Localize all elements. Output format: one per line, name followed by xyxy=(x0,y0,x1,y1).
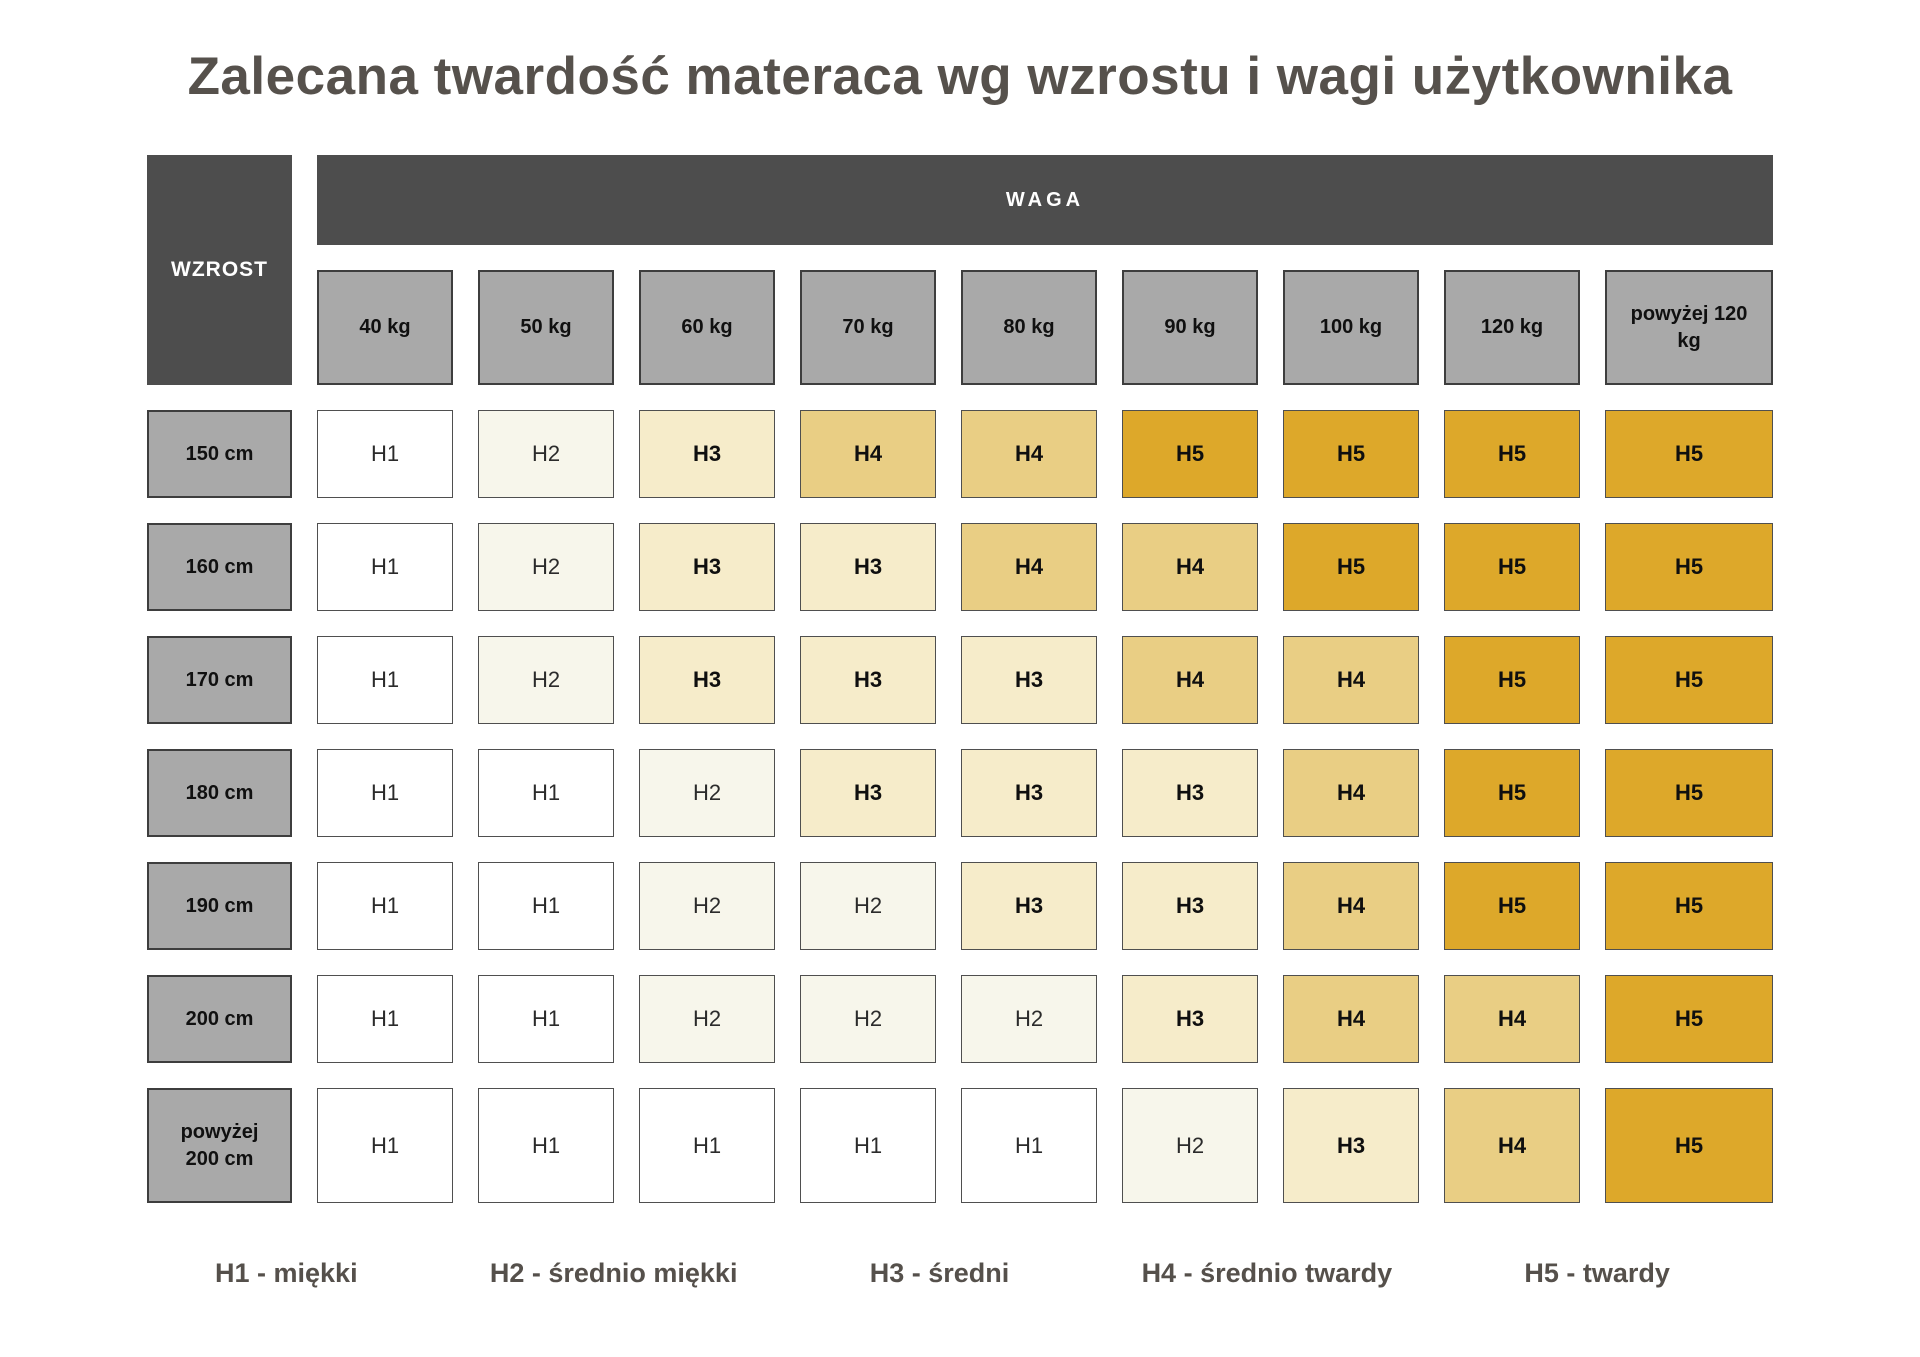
matrix-cell: H4 xyxy=(1444,1088,1580,1203)
matrix-cell: H4 xyxy=(1283,862,1419,950)
matrix-cell: H4 xyxy=(961,523,1097,611)
matrix-cell: H3 xyxy=(639,523,775,611)
legend-item-h2: H2 - średnio miękki xyxy=(489,1258,738,1288)
matrix-cell: H4 xyxy=(1283,636,1419,724)
matrix-cell: H2 xyxy=(639,862,775,950)
column-header-100kg: 100 kg xyxy=(1283,270,1419,385)
matrix-cell: H5 xyxy=(1605,749,1773,837)
height-axis-header: WZROST xyxy=(147,155,292,385)
matrix-cell: H4 xyxy=(1122,523,1258,611)
matrix-cell: H5 xyxy=(1283,523,1419,611)
matrix-cell: H2 xyxy=(478,523,614,611)
legend-item-h5: H5 - twardy xyxy=(1524,1258,1670,1288)
matrix-cell: H3 xyxy=(800,636,936,724)
column-header-120kg: 120 kg xyxy=(1444,270,1580,385)
matrix-cell: H4 xyxy=(1444,975,1580,1063)
matrix-cell: H3 xyxy=(961,636,1097,724)
matrix-cell: H3 xyxy=(1283,1088,1419,1203)
matrix-cell: H1 xyxy=(317,975,453,1063)
row-header-150cm: 150 cm xyxy=(147,410,292,498)
matrix-cell: H4 xyxy=(1283,749,1419,837)
matrix-cell: H5 xyxy=(1444,749,1580,837)
matrix-cell: H2 xyxy=(639,975,775,1063)
matrix-cell: H5 xyxy=(1605,1088,1773,1203)
matrix-cell: H2 xyxy=(1122,1088,1258,1203)
row-header-170cm: 170 cm xyxy=(147,636,292,724)
legend-item-h3: H3 - średni xyxy=(869,1258,1010,1288)
row-header-160cm: 160 cm xyxy=(147,523,292,611)
matrix-cell: H1 xyxy=(317,636,453,724)
matrix-cell: H1 xyxy=(317,1088,453,1203)
column-header-60kg: 60 kg xyxy=(639,270,775,385)
matrix-cell: H5 xyxy=(1444,862,1580,950)
firmness-matrix: WZROST WAGA 40 kg 50 kg 60 kg 70 kg 80 k… xyxy=(147,155,1773,1203)
matrix-cell: H3 xyxy=(1122,749,1258,837)
matrix-cell: H3 xyxy=(1122,862,1258,950)
row-header-200cm: 200 cm xyxy=(147,975,292,1063)
row-header-180cm: 180 cm xyxy=(147,749,292,837)
weight-axis-header: WAGA xyxy=(317,155,1773,245)
matrix-cell: H5 xyxy=(1605,862,1773,950)
column-header-80kg: 80 kg xyxy=(961,270,1097,385)
column-header-50kg: 50 kg xyxy=(478,270,614,385)
matrix-cell: H1 xyxy=(639,1088,775,1203)
row-header-over-200cm: powyżej 200 cm xyxy=(147,1088,292,1203)
matrix-cell: H5 xyxy=(1444,410,1580,498)
matrix-cell: H3 xyxy=(639,636,775,724)
matrix-cell: H5 xyxy=(1605,975,1773,1063)
legend-item-h1: H1 - miękki xyxy=(215,1258,358,1288)
matrix-cell: H2 xyxy=(961,975,1097,1063)
firmness-legend: H1 - miękki H2 - średnio miękki H3 - śre… xyxy=(215,1258,1670,1289)
matrix-cell: H3 xyxy=(639,410,775,498)
matrix-cell: H1 xyxy=(317,749,453,837)
matrix-cell: H1 xyxy=(317,862,453,950)
matrix-cell: H1 xyxy=(961,1088,1097,1203)
matrix-cell: H3 xyxy=(800,523,936,611)
matrix-cell: H2 xyxy=(800,862,936,950)
matrix-cell: H1 xyxy=(478,975,614,1063)
matrix-cell: H2 xyxy=(478,636,614,724)
row-header-190cm: 190 cm xyxy=(147,862,292,950)
matrix-cell: H5 xyxy=(1444,636,1580,724)
matrix-cell: H3 xyxy=(800,749,936,837)
page-title: Zalecana twardość materaca wg wzrostu i … xyxy=(187,47,1733,106)
matrix-cell: H1 xyxy=(478,749,614,837)
matrix-cell: H3 xyxy=(961,749,1097,837)
matrix-cell: H5 xyxy=(1444,523,1580,611)
matrix-cell: H4 xyxy=(1283,975,1419,1063)
column-header-over-120kg: powyżej 120 kg xyxy=(1605,270,1773,385)
matrix-cell: H4 xyxy=(1122,636,1258,724)
legend-item-h4: H4 - średnio twardy xyxy=(1141,1258,1393,1288)
matrix-cell: H5 xyxy=(1605,410,1773,498)
matrix-cell: H1 xyxy=(478,1088,614,1203)
matrix-cell: H1 xyxy=(478,862,614,950)
matrix-cell: H2 xyxy=(800,975,936,1063)
matrix-cell: H1 xyxy=(317,523,453,611)
matrix-cell: H3 xyxy=(1122,975,1258,1063)
column-header-90kg: 90 kg xyxy=(1122,270,1258,385)
matrix-cell: H1 xyxy=(800,1088,936,1203)
matrix-cell: H5 xyxy=(1605,636,1773,724)
matrix-cell: H1 xyxy=(317,410,453,498)
matrix-cell: H4 xyxy=(800,410,936,498)
matrix-cell: H5 xyxy=(1605,523,1773,611)
matrix-cell: H2 xyxy=(639,749,775,837)
matrix-cell: H2 xyxy=(478,410,614,498)
column-header-40kg: 40 kg xyxy=(317,270,453,385)
column-header-70kg: 70 kg xyxy=(800,270,936,385)
matrix-cell: H4 xyxy=(961,410,1097,498)
matrix-cell: H5 xyxy=(1283,410,1419,498)
matrix-cell: H5 xyxy=(1122,410,1258,498)
matrix-cell: H3 xyxy=(961,862,1097,950)
